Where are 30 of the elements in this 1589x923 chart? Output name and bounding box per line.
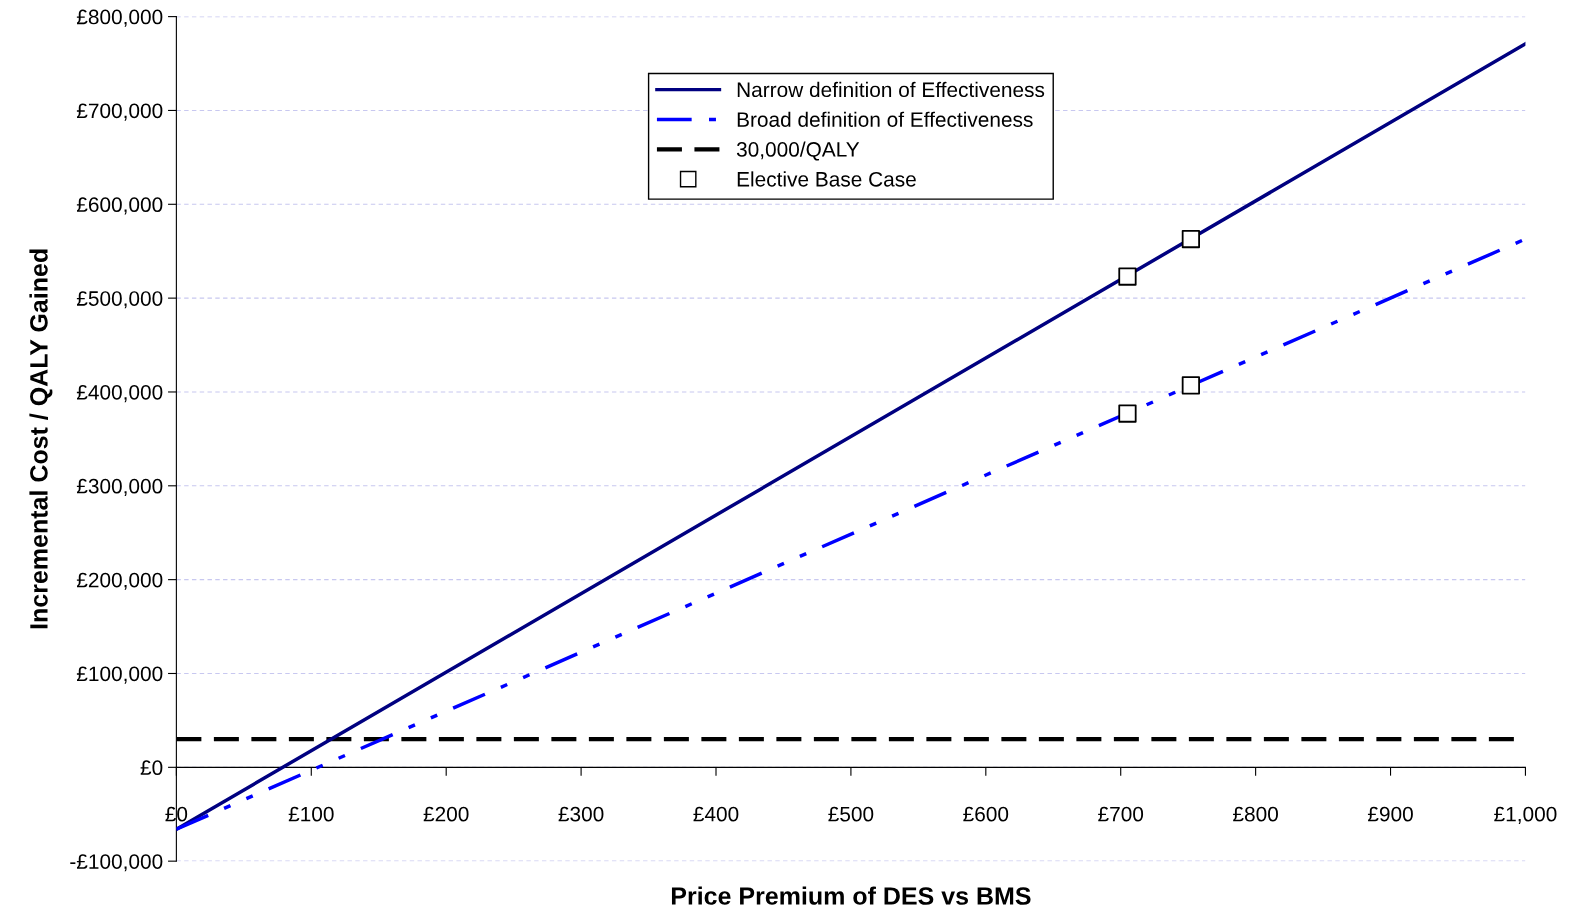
y-tick-label: £600,000 — [76, 197, 163, 215]
x-tick-label: £700 — [1098, 806, 1144, 822]
y-tick-label: £400,000 — [76, 384, 163, 403]
point — [1118, 404, 1137, 423]
y-tick-label: £300,000 — [76, 478, 163, 497]
x-tick-label: £100 — [288, 806, 334, 822]
x-tick-label: £600 — [963, 806, 1009, 822]
x-tick-label: £300 — [558, 806, 604, 822]
y-tick-label: £200,000 — [76, 572, 163, 590]
point — [1181, 229, 1200, 249]
x-tick-label: £500 — [828, 806, 874, 822]
legend-label: 30,000/QALY — [736, 141, 860, 161]
x-tick-label: £900 — [1367, 806, 1413, 822]
y-tick-label: -£100,000 — [70, 854, 163, 872]
y-tick-label: £500,000 — [76, 291, 163, 309]
y-tick-label: £700,000 — [76, 103, 163, 121]
x-tick-label: £800 — [1233, 806, 1278, 822]
y-axis-title: Incremental Cost / QALY Gained — [29, 249, 53, 629]
legend-label: Elective Base Case — [737, 171, 916, 187]
y-tick-label: £0 — [140, 760, 163, 776]
point — [1181, 376, 1200, 395]
x-tick-label: £200 — [423, 806, 469, 822]
x-tick-label: £1,000 — [1494, 806, 1557, 824]
legend-label: Broad definition of Effectiveness — [737, 111, 1033, 127]
legend-label: Narrow definition of Effectiveness — [737, 81, 1045, 98]
x-axis-title: Price Premium of DES vs BMS — [671, 886, 1031, 905]
y-tick-label: £100,000 — [76, 666, 163, 684]
y-tick-label: £800,000 — [76, 9, 163, 27]
point — [1118, 267, 1137, 286]
x-tick-label: £400 — [693, 806, 739, 822]
